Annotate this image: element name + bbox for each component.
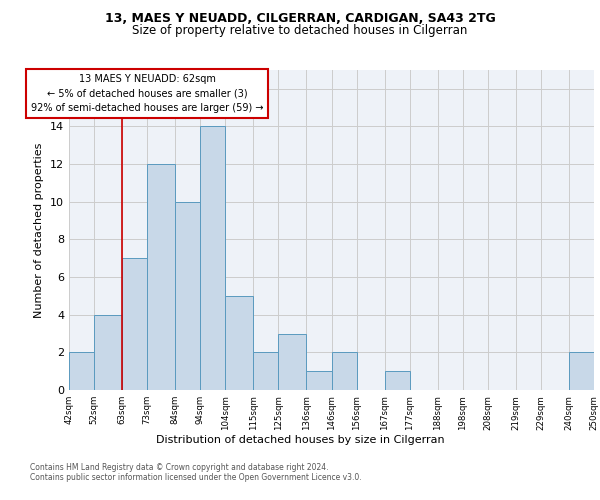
Bar bbox=[94, 314, 122, 390]
Bar bbox=[278, 334, 306, 390]
Text: 13 MAES Y NEUADD: 62sqm
← 5% of detached houses are smaller (3)
92% of semi-deta: 13 MAES Y NEUADD: 62sqm ← 5% of detached… bbox=[31, 74, 263, 114]
Bar bbox=[200, 126, 226, 390]
Text: 13, MAES Y NEUADD, CILGERRAN, CARDIGAN, SA43 2TG: 13, MAES Y NEUADD, CILGERRAN, CARDIGAN, … bbox=[104, 12, 496, 25]
Text: Distribution of detached houses by size in Cilgerran: Distribution of detached houses by size … bbox=[155, 435, 445, 445]
Bar bbox=[569, 352, 594, 390]
Text: Contains HM Land Registry data © Crown copyright and database right 2024.: Contains HM Land Registry data © Crown c… bbox=[30, 462, 329, 471]
Text: Size of property relative to detached houses in Cilgerran: Size of property relative to detached ho… bbox=[133, 24, 467, 37]
Bar bbox=[385, 371, 410, 390]
Text: Contains public sector information licensed under the Open Government Licence v3: Contains public sector information licen… bbox=[30, 472, 362, 482]
Bar bbox=[306, 371, 331, 390]
Bar bbox=[69, 352, 94, 390]
Bar bbox=[147, 164, 175, 390]
Bar bbox=[175, 202, 200, 390]
Y-axis label: Number of detached properties: Number of detached properties bbox=[34, 142, 44, 318]
Bar bbox=[253, 352, 278, 390]
Bar bbox=[226, 296, 253, 390]
Bar bbox=[122, 258, 147, 390]
Bar bbox=[331, 352, 357, 390]
